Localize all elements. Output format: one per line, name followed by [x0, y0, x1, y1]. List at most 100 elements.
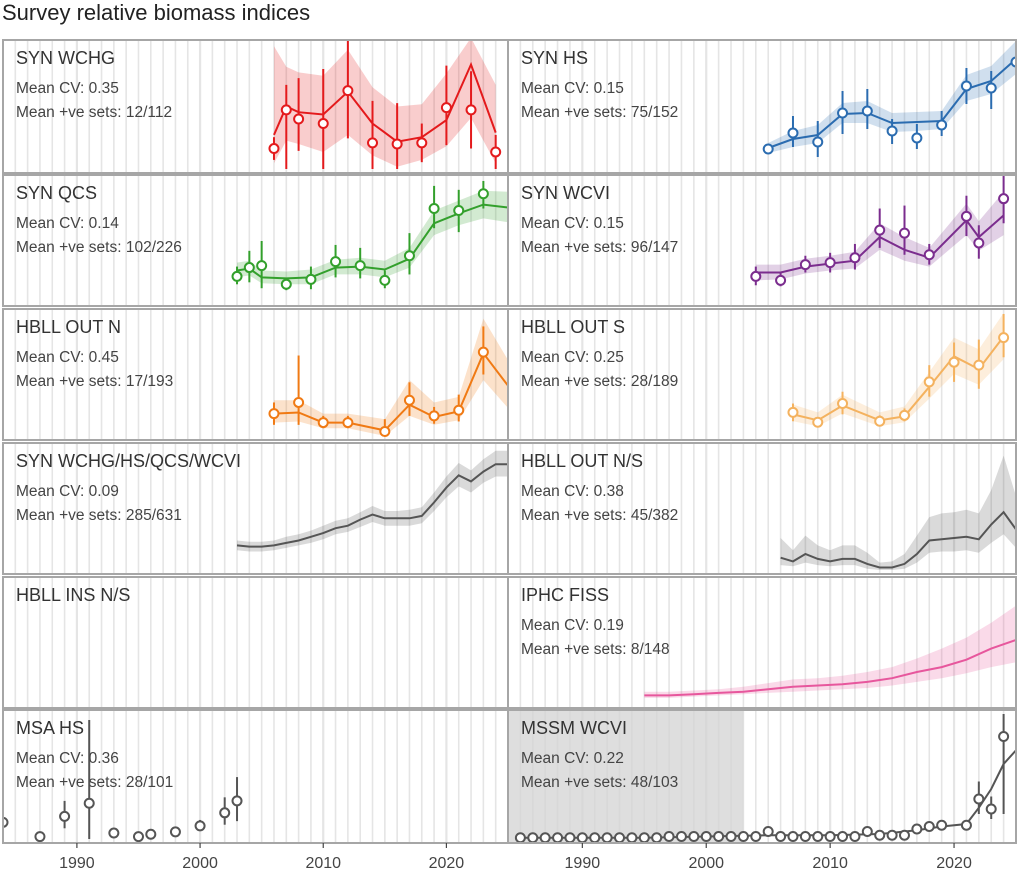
figure-title: Survey relative biomass indices	[2, 0, 311, 25]
data-point	[132, 831, 144, 843]
panel-syn-hs: SYN HS Mean CV: 0.15 Mean +ve sets: 75/152	[507, 39, 1017, 174]
positive-sets-label: Mean +ve sets: 8/148	[521, 641, 670, 658]
data-point	[83, 797, 95, 809]
data-point	[849, 252, 861, 264]
mean-cv-label: Mean CV: 0.22	[521, 750, 624, 767]
panel-plot-area	[750, 175, 1010, 287]
x-tick-label: 2010	[812, 855, 848, 872]
panel-background	[3, 443, 508, 574]
data-point	[428, 410, 440, 422]
mean-cv-label: Mean CV: 0.09	[16, 483, 119, 500]
data-point	[231, 795, 243, 807]
data-point	[638, 832, 650, 843]
panel-syn-wcvi: SYN WCVI Mean CV: 0.15 Mean +ve sets: 96/1…	[507, 174, 1017, 307]
data-point	[775, 831, 787, 842]
panel-hbll-out-n: HBLL OUT N Mean CV: 0.45 Mean +ve sets: 17…	[2, 308, 509, 441]
panel-background	[508, 309, 1016, 440]
data-point	[416, 137, 428, 149]
panel-syn-wchg-hs-qcs-wcvi: SYN WCHG/HS/QCS/WCVI Mean CV: 0.09 Mean +v…	[2, 442, 509, 575]
data-point	[973, 237, 985, 249]
panel-plot-area	[787, 313, 1010, 428]
mean-cv-label: Mean CV: 0.15	[521, 80, 624, 97]
panel-border	[507, 576, 1017, 709]
data-point	[453, 404, 465, 416]
panel-title: SYN QCS	[16, 183, 97, 203]
panel-hbll-out-s: HBLL OUT S Mean CV: 0.25 Mean +ve sets: 28…	[507, 308, 1017, 441]
panel-title: MSA HS	[16, 718, 84, 738]
data-point	[564, 832, 576, 843]
data-point	[440, 102, 452, 114]
data-point	[886, 125, 898, 137]
data-point	[663, 831, 675, 842]
data-point	[108, 827, 120, 839]
data-point	[787, 406, 799, 418]
panel-plot-area	[508, 710, 1016, 843]
data-point	[601, 832, 613, 843]
data-point	[342, 417, 354, 429]
index-line	[273, 351, 508, 432]
data-point	[391, 138, 403, 150]
panel-mssm-wcvi: MSSM WCVI Mean CV: 0.22 Mean +ve sets: 48/…	[507, 709, 1017, 872]
panel-plot-area	[762, 41, 1016, 157]
confidence-ribbon	[780, 455, 1016, 570]
data-point	[762, 826, 774, 837]
panel-border	[507, 709, 1017, 844]
positive-sets-label: Mean +ve sets: 285/631	[16, 507, 182, 524]
data-point	[787, 127, 799, 139]
confidence-ribbon	[274, 40, 496, 167]
data-point	[626, 832, 638, 843]
data-point	[874, 224, 886, 236]
data-point	[403, 394, 415, 406]
panel-title: HBLL OUT N/S	[521, 451, 643, 471]
data-point	[219, 807, 231, 819]
data-point	[936, 819, 948, 831]
panel-background	[508, 40, 1016, 173]
data-point	[799, 831, 811, 842]
panel-title: SYN WCHG	[16, 48, 115, 68]
data-point	[762, 143, 774, 155]
data-point	[145, 828, 157, 840]
data-point	[3, 816, 9, 828]
panel-plot-area	[644, 605, 1016, 698]
panel-title: HBLL OUT S	[521, 317, 625, 337]
data-point	[874, 415, 886, 427]
panel-background	[3, 710, 508, 843]
data-point	[812, 416, 824, 428]
data-point	[775, 274, 787, 286]
data-point	[403, 250, 415, 262]
data-point	[837, 107, 849, 119]
data-point	[514, 832, 526, 843]
data-point	[342, 85, 354, 97]
data-point	[998, 332, 1010, 344]
data-point	[998, 731, 1010, 742]
panel-hbll-ins-n-s: HBLL INS N/S	[2, 576, 509, 709]
data-point	[465, 104, 477, 116]
x-tick-label: 1990	[565, 855, 601, 872]
panel-msa-hs: MSA HS Mean CV: 0.36 Mean +ve sets: 28/101…	[2, 709, 509, 872]
data-point	[231, 270, 243, 282]
data-point	[750, 831, 762, 842]
mean-cv-label: Mean CV: 0.19	[521, 617, 624, 634]
confidence-ribbon	[274, 318, 508, 436]
data-point	[280, 278, 292, 290]
data-point	[317, 417, 329, 429]
x-tick-label: 2020	[936, 855, 972, 872]
data-point	[824, 831, 836, 842]
data-point	[651, 832, 663, 843]
data-point	[713, 831, 725, 842]
data-point	[552, 832, 564, 843]
data-point	[973, 359, 985, 371]
data-point	[960, 210, 972, 222]
data-point	[1010, 56, 1016, 68]
panel-title: HBLL INS N/S	[16, 585, 130, 605]
panel-background	[3, 175, 508, 306]
data-point	[849, 831, 861, 842]
panel-plot-area	[780, 455, 1016, 570]
data-point	[960, 80, 972, 92]
mean-cv-label: Mean CV: 0.45	[16, 349, 119, 366]
data-point	[280, 104, 292, 116]
mean-cv-label: Mean CV: 0.15	[521, 215, 624, 232]
data-point	[837, 831, 849, 842]
data-point	[936, 119, 948, 131]
panel-title: HBLL OUT N	[16, 317, 121, 337]
